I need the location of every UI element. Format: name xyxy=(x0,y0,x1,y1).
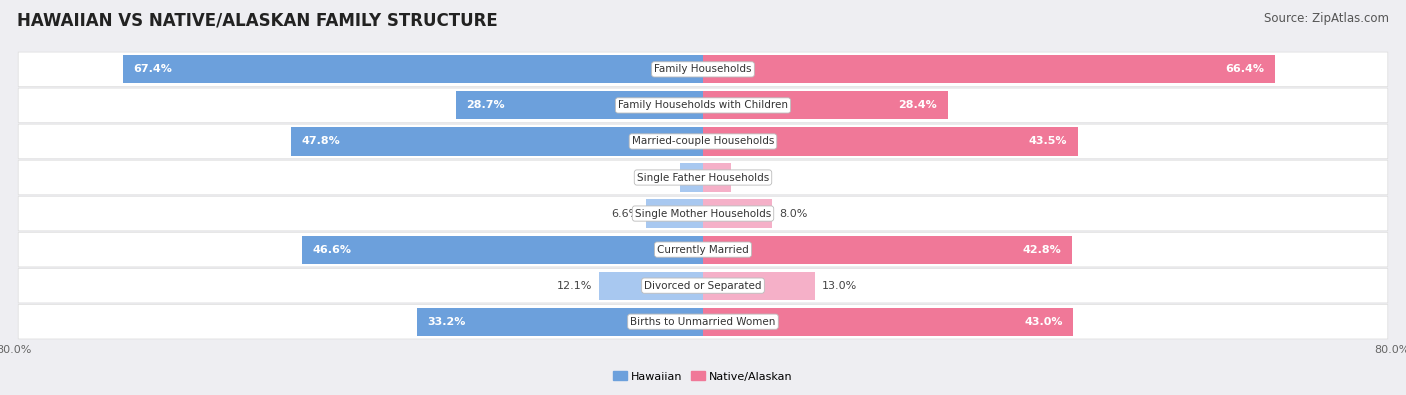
Bar xyxy=(599,272,703,300)
Text: Family Households with Children: Family Households with Children xyxy=(619,100,787,111)
Text: Currently Married: Currently Married xyxy=(657,245,749,255)
Text: Married-couple Households: Married-couple Households xyxy=(631,136,775,147)
Bar xyxy=(703,199,772,228)
FancyBboxPatch shape xyxy=(18,196,1388,231)
Text: 28.7%: 28.7% xyxy=(467,100,505,111)
Text: Source: ZipAtlas.com: Source: ZipAtlas.com xyxy=(1264,12,1389,25)
Text: 33.2%: 33.2% xyxy=(427,317,465,327)
FancyBboxPatch shape xyxy=(18,52,1388,87)
Bar xyxy=(679,164,703,192)
FancyBboxPatch shape xyxy=(18,305,1388,339)
Text: Single Mother Households: Single Mother Households xyxy=(636,209,770,218)
FancyBboxPatch shape xyxy=(18,160,1388,195)
Text: 12.1%: 12.1% xyxy=(557,280,592,291)
Legend: Hawaiian, Native/Alaskan: Hawaiian, Native/Alaskan xyxy=(609,367,797,386)
FancyBboxPatch shape xyxy=(18,268,1388,303)
Bar xyxy=(291,128,703,156)
FancyBboxPatch shape xyxy=(18,124,1388,159)
Text: 13.0%: 13.0% xyxy=(823,280,858,291)
FancyBboxPatch shape xyxy=(18,88,1388,123)
Bar xyxy=(456,91,703,119)
Bar xyxy=(703,164,731,192)
Text: 43.5%: 43.5% xyxy=(1029,136,1067,147)
Bar xyxy=(703,91,948,119)
Text: 2.7%: 2.7% xyxy=(644,173,673,182)
Text: 46.6%: 46.6% xyxy=(312,245,352,255)
Text: 43.0%: 43.0% xyxy=(1025,317,1063,327)
Text: 42.8%: 42.8% xyxy=(1022,245,1062,255)
Bar xyxy=(703,272,815,300)
FancyBboxPatch shape xyxy=(18,232,1388,267)
Text: 66.4%: 66.4% xyxy=(1226,64,1264,74)
Text: 47.8%: 47.8% xyxy=(302,136,340,147)
Text: 6.6%: 6.6% xyxy=(612,209,640,218)
Bar xyxy=(647,199,703,228)
Text: 3.2%: 3.2% xyxy=(738,173,766,182)
Bar xyxy=(703,308,1073,336)
Bar xyxy=(418,308,703,336)
Bar xyxy=(703,235,1071,263)
Text: 28.4%: 28.4% xyxy=(898,100,938,111)
Bar xyxy=(703,128,1077,156)
Text: Births to Unmarried Women: Births to Unmarried Women xyxy=(630,317,776,327)
Bar xyxy=(302,235,703,263)
Text: 8.0%: 8.0% xyxy=(779,209,807,218)
Text: Single Father Households: Single Father Households xyxy=(637,173,769,182)
Text: HAWAIIAN VS NATIVE/ALASKAN FAMILY STRUCTURE: HAWAIIAN VS NATIVE/ALASKAN FAMILY STRUCT… xyxy=(17,12,498,30)
Text: Family Households: Family Households xyxy=(654,64,752,74)
Text: 67.4%: 67.4% xyxy=(134,64,172,74)
Text: Divorced or Separated: Divorced or Separated xyxy=(644,280,762,291)
Bar xyxy=(703,55,1275,83)
Bar xyxy=(122,55,703,83)
